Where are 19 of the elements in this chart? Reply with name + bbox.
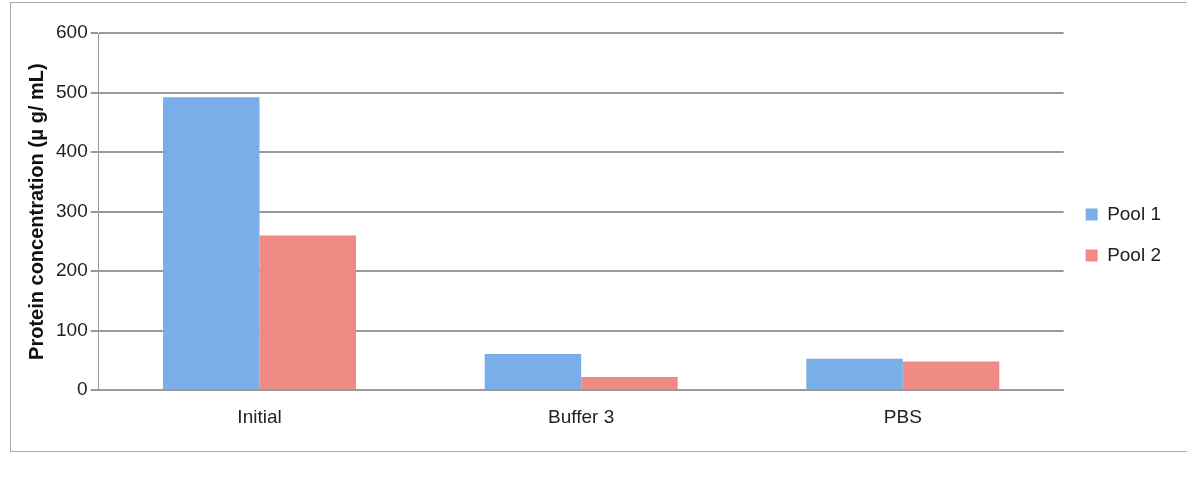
legend-label: Pool 1 xyxy=(1107,202,1161,224)
bar xyxy=(259,235,357,390)
x-tick-label: Initial xyxy=(237,405,282,427)
y-tick-label: 0 xyxy=(77,378,88,400)
y-tick-label: 300 xyxy=(56,199,88,221)
legend-label: Pool 2 xyxy=(1107,243,1161,265)
bar xyxy=(484,353,582,390)
bar xyxy=(902,361,1000,390)
y-axis-title: Protein concentration (μ g/ mL) xyxy=(24,63,47,360)
y-tick-label: 500 xyxy=(56,80,88,102)
y-tick-label: 100 xyxy=(56,318,88,340)
y-tick-label: 200 xyxy=(56,259,88,281)
bar xyxy=(163,97,260,390)
y-tick-label: 400 xyxy=(56,140,88,162)
y-tick-label: 600 xyxy=(56,21,88,43)
x-tick-label: Buffer 3 xyxy=(548,405,615,427)
bar xyxy=(581,377,678,390)
x-tick-label: PBS xyxy=(883,405,922,427)
bar xyxy=(806,358,903,390)
